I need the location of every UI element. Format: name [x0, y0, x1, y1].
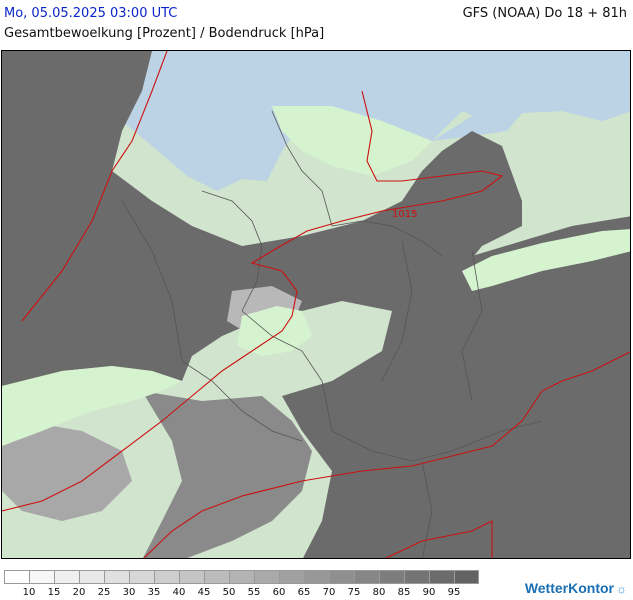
- brand-logo: WetterKontor ☼: [525, 580, 627, 596]
- legend-ticks: 10 15 20 25 30 35 40 45 50 55 60 65 70 75 80 85 90 95: [4, 587, 504, 599]
- legend-tick-label: 75: [347, 587, 361, 598]
- legend-tick-label: 60: [272, 587, 286, 598]
- country-borders: [121, 110, 543, 558]
- legend-tick-label: 25: [97, 587, 111, 598]
- legend-tick-label: 85: [397, 587, 411, 598]
- isobars: [2, 51, 630, 558]
- legend-swatches: [4, 570, 479, 584]
- legend-tick-label: 35: [147, 587, 161, 598]
- legend-swatch: [404, 570, 429, 584]
- isobar-line: [21, 51, 168, 322]
- legend-tick-label: 30: [122, 587, 136, 598]
- legend-swatch: [379, 570, 404, 584]
- legend-swatch: [154, 570, 179, 584]
- legend-swatch: [4, 570, 29, 584]
- legend-swatch: [354, 570, 379, 584]
- legend-tick-label: 15: [47, 587, 61, 598]
- legend-swatch: [304, 570, 329, 584]
- legend-tick-label: 70: [322, 587, 336, 598]
- legend-swatch: [254, 570, 279, 584]
- clear-land: [2, 106, 630, 446]
- isobar-label: 1015: [392, 209, 417, 220]
- legend-tick-label: 10: [22, 587, 36, 598]
- model-run-label: GFS (NOAA) Do 18 + 81h: [462, 6, 627, 21]
- legend-tick-label: 95: [447, 587, 461, 598]
- legend-tick-label: 55: [247, 587, 261, 598]
- baltic-sea: [432, 86, 630, 141]
- legend-swatch: [279, 570, 304, 584]
- cloud-legend: 10 15 20 25 30 35 40 45 50 55 60 65 70 75 80 85 90 95: [4, 570, 504, 600]
- brand-name: WetterKontor: [524, 580, 614, 596]
- legend-swatch: [179, 570, 204, 584]
- legend-swatch: [79, 570, 104, 584]
- legend-tick-label: 40: [172, 587, 186, 598]
- legend-swatch: [29, 570, 54, 584]
- legend-swatch: [329, 570, 354, 584]
- isobar-line: [2, 90, 504, 512]
- legend-tick-label: 65: [297, 587, 311, 598]
- weather-map-svg: 1015: [2, 51, 630, 558]
- legend-tick-label: 90: [422, 587, 436, 598]
- legend-swatch: [229, 570, 254, 584]
- isobar-line: [143, 351, 630, 558]
- legend-swatch: [204, 570, 229, 584]
- legend-swatch: [129, 570, 154, 584]
- weather-map: 1015: [1, 50, 631, 559]
- legend-swatch: [104, 570, 129, 584]
- isobar-line: [384, 520, 493, 558]
- cloud-cover: [2, 51, 630, 558]
- legend-tick-label: 80: [372, 587, 386, 598]
- legend-swatch: [54, 570, 79, 584]
- legend-tick-label: 50: [222, 587, 236, 598]
- sun-icon: ☼: [616, 582, 627, 596]
- legend-tick-label: 20: [72, 587, 86, 598]
- map-subtitle: Gesamtbewoelkung [Prozent] / Bodendruck …: [4, 26, 325, 41]
- legend-swatch: [454, 570, 479, 584]
- legend-tick-label: 45: [197, 587, 211, 598]
- legend-swatch: [429, 570, 454, 584]
- forecast-datetime: Mo, 05.05.2025 03:00 UTC: [4, 6, 178, 21]
